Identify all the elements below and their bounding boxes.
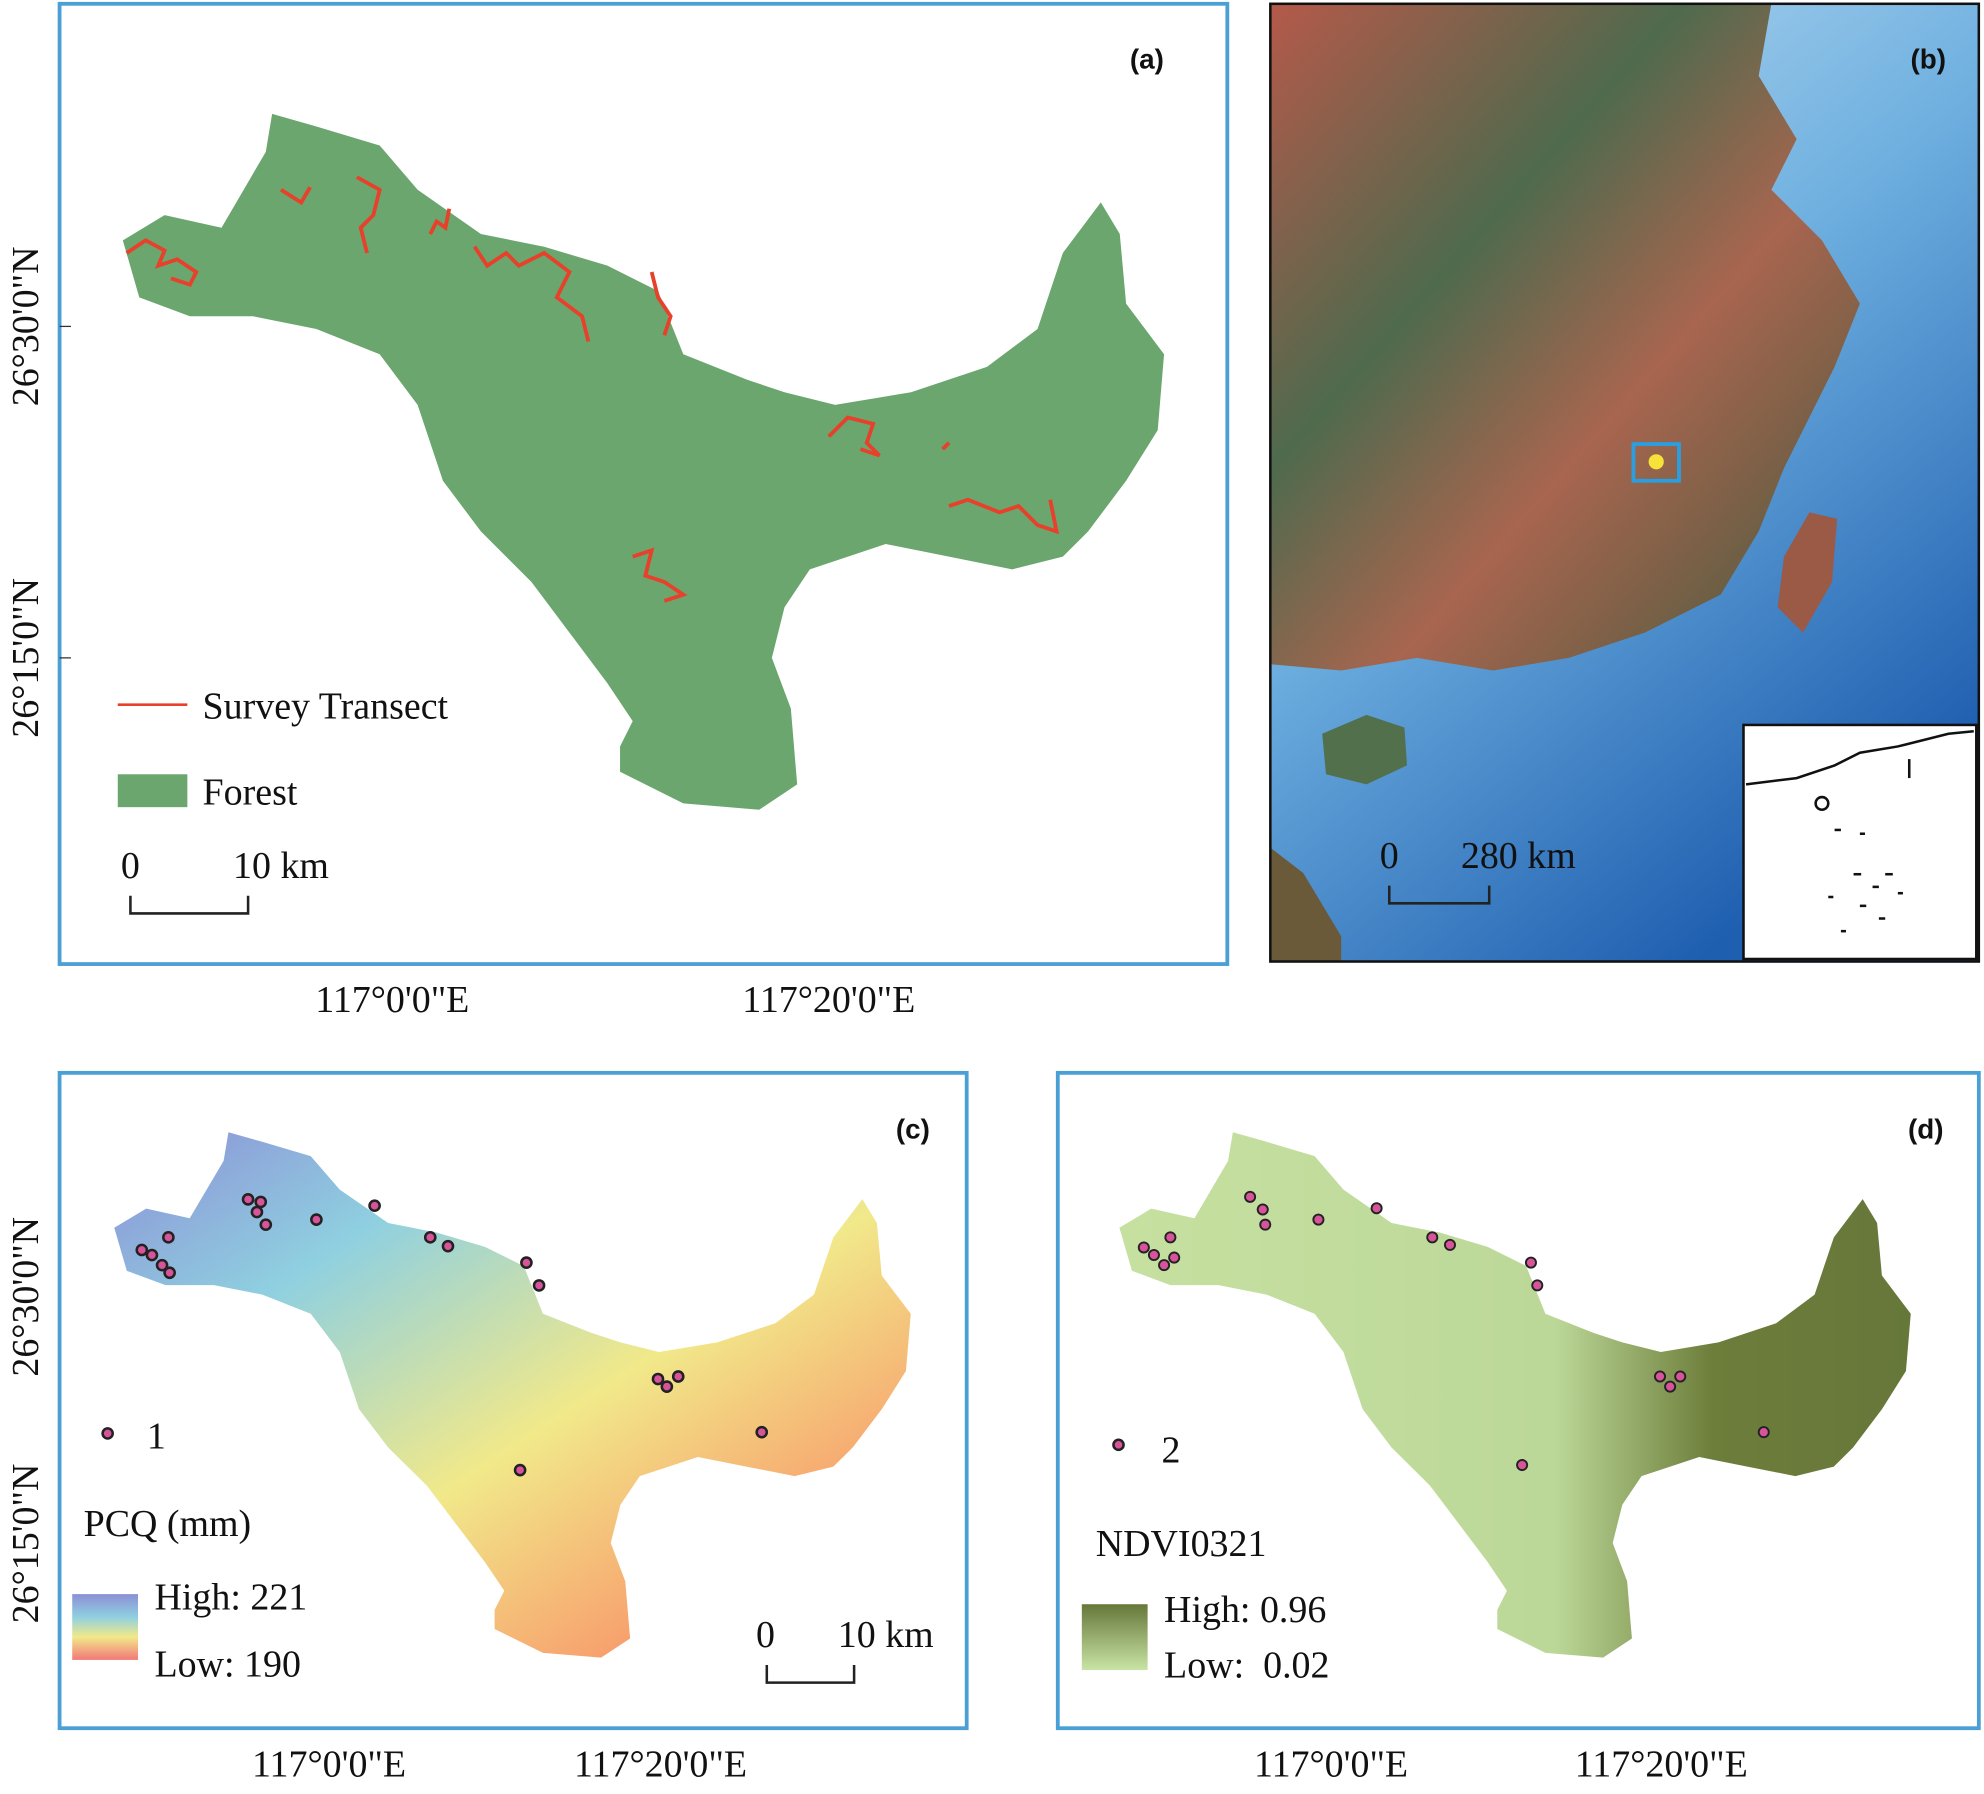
scale-bar [765,1664,856,1684]
panel-frame [1055,1070,1981,1731]
scale-label: 0 [1380,835,1399,877]
inset-coast [1745,730,1974,786]
x-label: 117°20'0"E [1575,1743,1748,1785]
panel-label: (d) [1908,1114,1944,1145]
x-label: 117°20'0"E [742,979,915,1021]
legend-high: High: 221 [154,1576,307,1618]
legend-ramp [1081,1604,1148,1671]
panel-frame [1269,2,1981,963]
scale-label: 280 km [1461,835,1576,877]
scale-bar [1387,885,1491,905]
legend-title: NDVI0321 [1096,1523,1267,1565]
land [1270,3,1860,671]
scale-label: 10 km [838,1614,934,1656]
inset-islands [1814,759,1911,933]
scale-label: 10 km [233,845,329,887]
y-label: 26°15'0"N [5,578,47,738]
y-label: 26°30'0"N [5,1217,47,1377]
study-area [1648,454,1664,470]
panel-label: (a) [1130,43,1164,74]
legend-ramp [72,1594,139,1660]
ndvi-raster [1119,1132,1911,1658]
legend-label: 2 [1162,1430,1181,1472]
y-label: 26°30'0"N [5,247,47,407]
panel-d: (d) 2 NDVI0321 High: 0.96 Low: 0.02 117°… [1055,1070,1981,1785]
panel-label: (c) [896,1114,930,1145]
legend-low: Low: 190 [154,1643,300,1685]
panel-c: (c) 1 PCQ (mm) High: 221 Low: 190 0 10 k… [5,1070,969,1785]
island [1322,714,1407,785]
legend-low: Low: 0.02 [1164,1645,1329,1687]
legend-label: Forest [203,772,298,814]
inset [1742,723,1978,961]
legend-label: Survey Transect [203,686,449,728]
points [1137,1190,1770,1472]
legend-swatch [101,1427,114,1440]
x-label: 117°0'0"E [252,1743,406,1785]
island [1777,512,1838,633]
panel-frame [57,1,1230,966]
y-label: 26°15'0"N [5,1464,47,1624]
x-label: 117°0'0"E [1254,1743,1408,1785]
legend-label: 1 [147,1416,166,1458]
panel-label: (b) [1911,43,1947,74]
legend-title: PCQ (mm) [84,1503,252,1545]
scale-label: 0 [121,845,140,887]
legend-high: High: 0.96 [1164,1589,1326,1631]
land [1270,847,1342,962]
points [135,1193,769,1477]
panel-frame [57,1070,969,1731]
scale-bar [129,895,250,915]
panel-b: (b) 0 280 km [1269,2,1981,963]
legend-swatch [117,774,188,808]
x-label: 117°20'0"E [574,1743,747,1785]
x-label: 117°0'0"E [315,979,469,1021]
study-area-box [1631,442,1681,483]
legend-swatch [1112,1438,1125,1452]
transects [125,175,1060,603]
scale-label: 0 [756,1614,775,1656]
panel-a: (a) Survey Transect Forest 0 10 km 26°30… [5,1,1230,1021]
